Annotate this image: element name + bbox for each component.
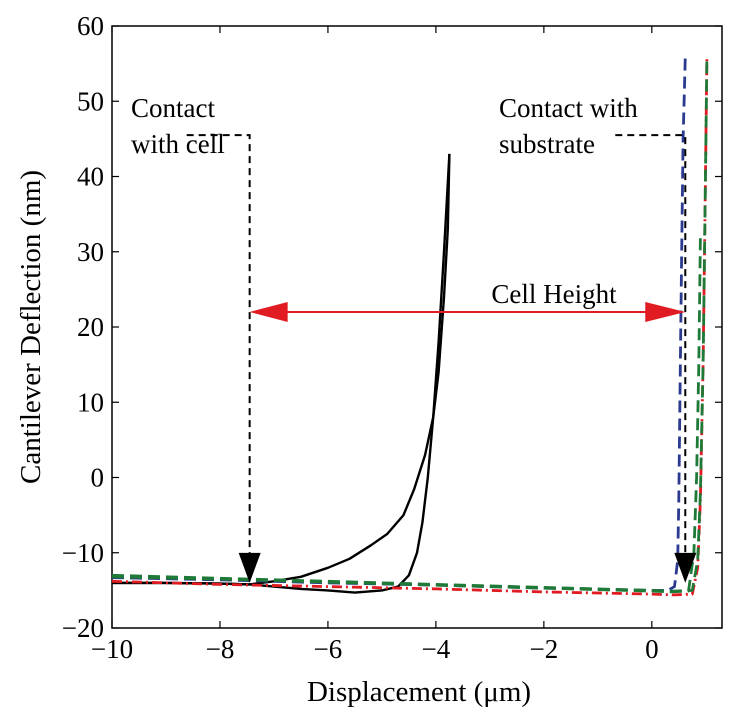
y-tick-label: 40 <box>77 162 104 192</box>
y-tick-label: 30 <box>77 237 104 267</box>
x-axis-title: Displacement (μm) <box>307 676 531 708</box>
y-tick-label: −10 <box>62 538 104 568</box>
y-tick-label: 50 <box>77 86 104 116</box>
contact-cell-arrowhead <box>238 552 261 583</box>
contact-cell-label-line2: with cell <box>131 129 225 159</box>
contact-substrate-leader <box>615 134 687 555</box>
contact-cell-leader <box>186 134 251 555</box>
cell-height-label: Cell Height <box>491 279 617 309</box>
x-tick-label: −2 <box>529 634 558 664</box>
contact-substrate-arrowhead <box>674 552 697 583</box>
y-tick-label: 20 <box>77 312 104 342</box>
y-axis-title: Cantilever Deflection (nm) <box>15 170 47 484</box>
annotation-layer: Contact with cell Contact with substrate Cel… <box>131 93 697 583</box>
contact-substrate-label-line2: substrate <box>499 129 595 159</box>
contact-substrate-label-line1: Contact with <box>499 93 638 123</box>
series-line <box>111 236 702 594</box>
x-tick-label: 0 <box>645 634 659 664</box>
series-line <box>111 56 687 592</box>
x-tick-label: −6 <box>314 634 343 664</box>
x-tick-label: −10 <box>91 634 133 664</box>
y-tick-label: 10 <box>77 387 104 417</box>
x-tick-label: −8 <box>206 634 235 664</box>
y-tick-label: 0 <box>91 463 105 493</box>
contact-cell-label-line1: Contact <box>131 93 215 123</box>
series-line <box>112 153 451 594</box>
y-tick-label: −20 <box>62 613 104 643</box>
series-line <box>112 153 451 586</box>
x-tick-label: −4 <box>422 634 451 664</box>
cell-height-arrowhead-left <box>249 301 288 322</box>
series-line <box>111 56 709 597</box>
cell-height-arrowhead-right <box>645 301 686 322</box>
series-layer <box>111 56 709 597</box>
y-tick-label: 60 <box>77 11 104 41</box>
